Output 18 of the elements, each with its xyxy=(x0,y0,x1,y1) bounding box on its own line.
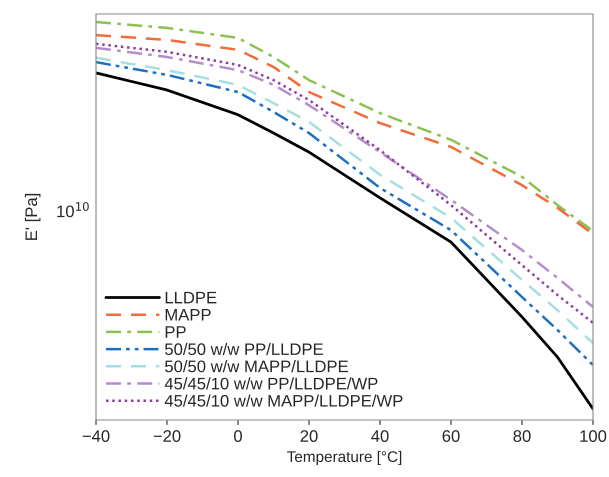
x-axis-title: Temperature [°C] xyxy=(287,450,402,466)
x-tick-label: 100 xyxy=(580,430,606,442)
x-tick-label: 80 xyxy=(513,430,531,442)
x-tick-label: −20 xyxy=(154,430,180,442)
y-axis-title: E' [Pa] xyxy=(24,194,40,240)
x-tick-label: 40 xyxy=(371,430,389,442)
legend-label: 45/45/10 w/w MAPP/LLDPE/WP xyxy=(164,394,402,407)
x-tick-label: −40 xyxy=(82,430,110,442)
legend-label: LLDPE xyxy=(166,292,216,304)
legend-label: MAPP xyxy=(166,309,211,321)
text: 10$^{10}$ xyxy=(57,202,89,218)
legend-label: PP xyxy=(166,326,186,338)
x-tick-label: 20 xyxy=(300,430,318,442)
legend-label: 50/50 w/w PP/LLDPE xyxy=(165,342,323,356)
x-tick-label: 60 xyxy=(442,430,460,442)
x-tick-label: 0 xyxy=(234,430,242,442)
legend-label: 50/50 w/w MAPP/LLDPE xyxy=(165,360,348,372)
legend-label: 45/45/10 w/w PP/LLDPE/WP xyxy=(164,377,378,390)
